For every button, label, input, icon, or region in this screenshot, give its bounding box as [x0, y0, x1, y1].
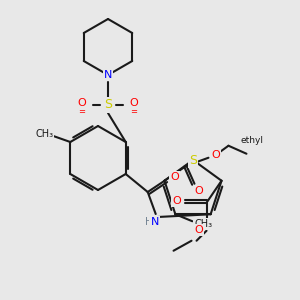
Text: O: O [211, 150, 220, 160]
Text: O: O [194, 225, 203, 235]
Text: S: S [104, 98, 112, 112]
Text: N: N [151, 217, 159, 227]
Text: O: O [130, 98, 138, 108]
Text: =: = [79, 107, 86, 116]
Text: O: O [170, 172, 179, 182]
Text: CH₃: CH₃ [194, 219, 212, 229]
Text: CH₃: CH₃ [35, 129, 53, 139]
Text: O: O [78, 98, 86, 108]
Text: O: O [172, 196, 181, 206]
Text: ethyl: ethyl [241, 136, 263, 145]
Text: =: = [130, 107, 137, 116]
Text: N: N [104, 70, 112, 80]
Text: O: O [194, 186, 203, 196]
Text: S: S [189, 154, 197, 166]
Text: H: H [145, 217, 152, 227]
